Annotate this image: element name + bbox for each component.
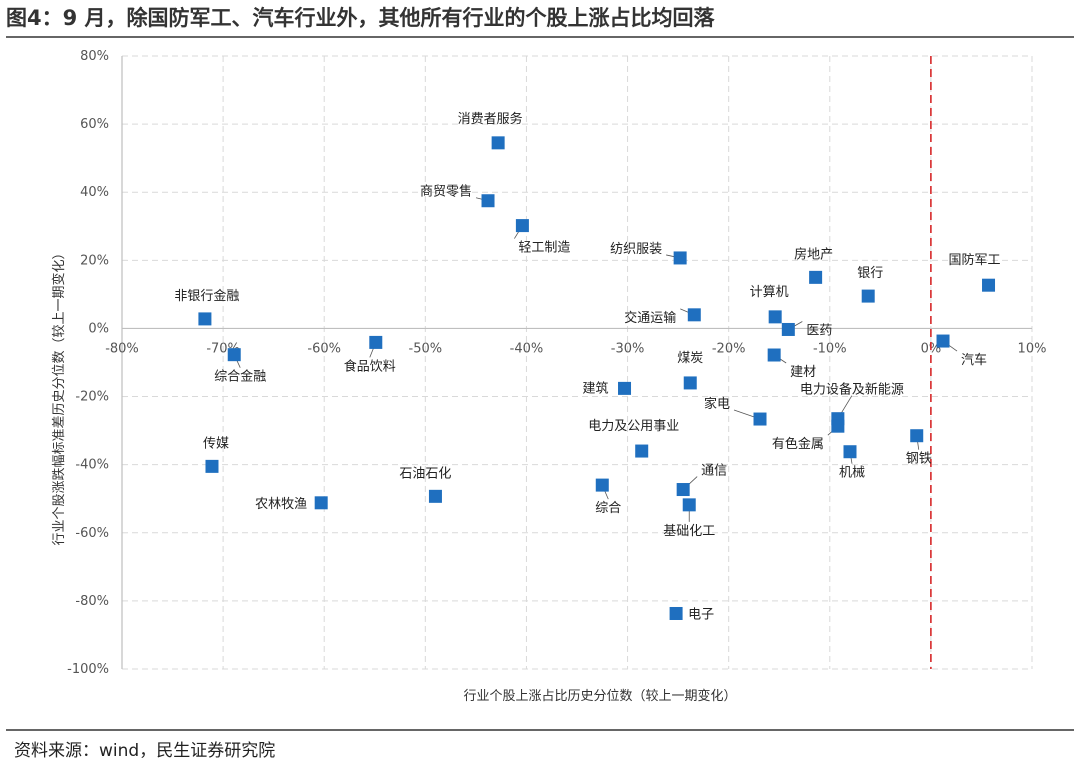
point-label: 国防军工 — [949, 252, 1001, 268]
point-label: 煤炭 — [677, 351, 703, 366]
y-tick-label: 60% — [80, 117, 109, 132]
point-label: 医药 — [806, 323, 832, 338]
data-point — [618, 381, 632, 395]
point-label: 非银行金融 — [174, 288, 239, 304]
point-label: 计算机 — [750, 285, 789, 300]
point-label: 交通运输 — [624, 310, 676, 326]
tick-labels: 80% 60% 40% 20% 0% -20% -40% -60% -80% -100% -80% -… — [67, 49, 1046, 677]
data-point — [683, 376, 697, 390]
data-point — [369, 335, 383, 349]
data-point — [767, 348, 781, 362]
y-tick-label: -20% — [75, 390, 109, 405]
point-label: 消费者服务 — [458, 111, 523, 127]
data-point — [936, 334, 950, 348]
data-point — [753, 412, 767, 426]
x-tick-label: -10% — [813, 341, 847, 356]
point-label: 银行 — [857, 266, 883, 281]
data-point — [595, 478, 609, 492]
data-point — [428, 489, 442, 503]
y-axis-title: 行业个股涨跌幅标准差历史分位数（较上一期变化） — [51, 246, 67, 545]
figure-title: 图4：9 月，除国防军工、汽车行业外，其他所有行业的个股上涨占比均回落 — [6, 2, 1074, 38]
data-point — [831, 419, 845, 433]
point-label: 石油石化 — [399, 466, 451, 481]
point-label: 轻工制造 — [518, 241, 570, 256]
x-tick-label: -60% — [307, 341, 341, 356]
y-tick-label: -80% — [75, 594, 109, 609]
data-point — [910, 429, 924, 443]
data-point — [515, 219, 529, 233]
x-tick-label: -80% — [105, 341, 139, 356]
data-point — [673, 251, 687, 265]
data-point — [676, 483, 690, 497]
data-point — [843, 445, 857, 459]
data-point — [205, 459, 219, 473]
data-point — [481, 194, 495, 208]
y-tick-label: -40% — [75, 458, 109, 473]
point-label: 建材 — [790, 365, 816, 380]
y-tick-label: 40% — [80, 185, 109, 200]
y-tick-label: -60% — [75, 526, 109, 541]
data-point — [861, 289, 875, 303]
point-label: 商贸零售 — [420, 184, 472, 200]
data-points — [198, 136, 996, 620]
data-point — [227, 348, 241, 362]
y-tick-label: -100% — [67, 662, 109, 677]
footer-divider — [6, 729, 1074, 731]
point-label: 电子 — [688, 607, 714, 622]
y-tick-label: 80% — [80, 49, 109, 64]
point-label: 通信 — [701, 464, 727, 479]
x-axis-title: 行业个股上涨占比历史分位数（较上一期变化） — [463, 688, 736, 704]
x-tick-label: -40% — [510, 341, 544, 356]
point-label: 汽车 — [961, 352, 987, 368]
point-label: 综合金融 — [214, 369, 266, 385]
point-label: 食品饮料 — [344, 358, 396, 374]
data-point — [314, 496, 328, 510]
data-point — [982, 278, 996, 292]
y-tick-label: 0% — [88, 321, 109, 336]
point-label: 传媒 — [203, 436, 229, 451]
x-tick-label: -30% — [611, 341, 645, 356]
point-label: 纺织服装 — [610, 242, 662, 257]
point-label: 基础化工 — [663, 524, 715, 539]
point-label: 电力及公用事业 — [588, 419, 679, 434]
data-point — [687, 308, 701, 322]
data-point — [768, 310, 782, 324]
scatter-chart: 80% 60% 40% 20% 0% -20% -40% -60% -80% -100% -80% -… — [51, 49, 1046, 704]
data-point — [669, 606, 683, 620]
x-tick-label: -20% — [712, 341, 746, 356]
point-label: 综合 — [595, 501, 621, 516]
point-label: 机械 — [839, 466, 865, 481]
point-label: 钢铁 — [906, 452, 932, 467]
point-label: 家电 — [704, 396, 730, 412]
point-label: 农林牧渔 — [255, 497, 307, 512]
grid-lines — [121, 55, 1033, 670]
data-point — [635, 444, 649, 458]
data-point — [491, 136, 505, 150]
source-note: 资料来源：wind，民生证券研究院 — [14, 741, 276, 761]
point-label: 有色金属 — [772, 436, 824, 452]
x-tick-label: -50% — [409, 341, 443, 356]
x-tick-label: 10% — [1018, 341, 1047, 356]
data-point — [198, 312, 212, 326]
y-tick-label: 20% — [80, 253, 109, 268]
data-point — [809, 270, 823, 284]
data-point — [781, 322, 795, 336]
axes — [121, 56, 1032, 669]
data-point — [682, 498, 696, 512]
point-label: 建筑 — [583, 380, 609, 396]
point-label: 电力设备及新能源 — [800, 382, 904, 398]
point-label: 房地产 — [794, 246, 833, 262]
